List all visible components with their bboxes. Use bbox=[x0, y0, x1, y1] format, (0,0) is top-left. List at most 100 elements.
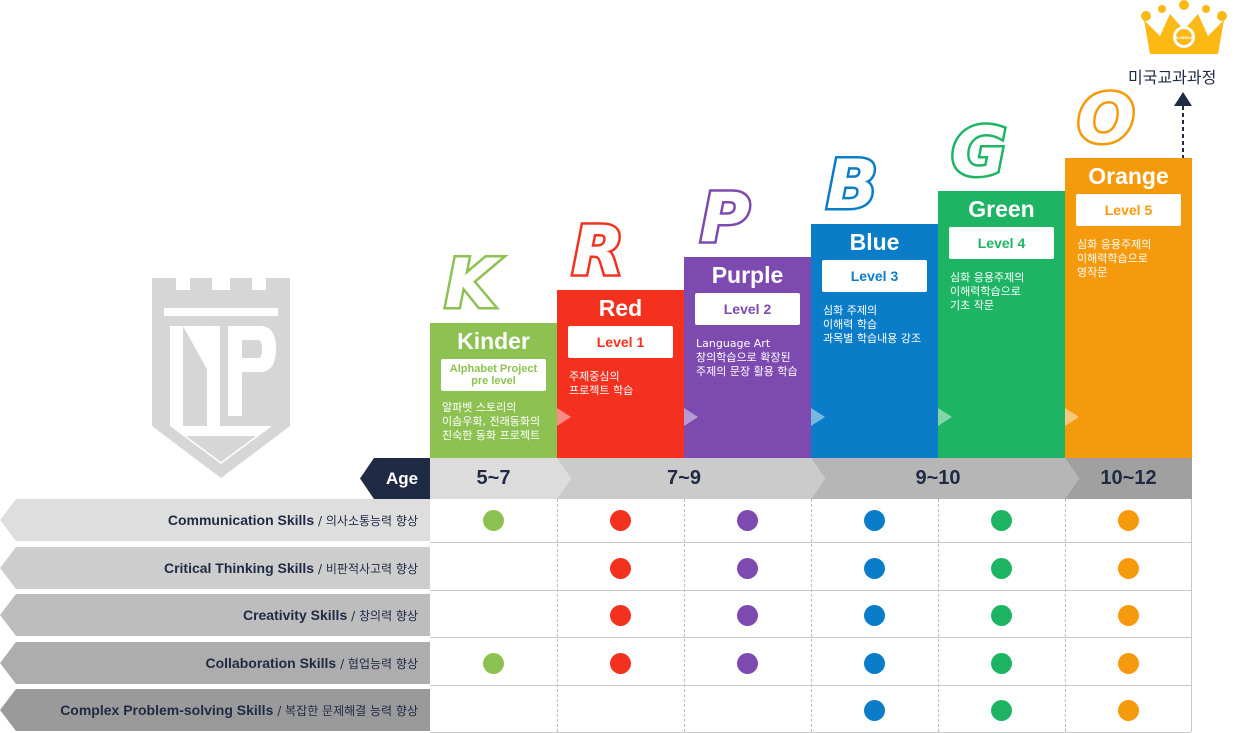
skill-row-complex-problem-solving: Complex Problem-solving Skills / 복잡한 문제해… bbox=[0, 689, 430, 731]
skill-label: Complex Problem-solving Skills / 복잡한 문제해… bbox=[60, 689, 418, 731]
level-name-green: Green bbox=[968, 196, 1035, 222]
skill-dot-creativity-blue bbox=[863, 604, 885, 626]
skill-dot-creativity-green bbox=[990, 604, 1012, 626]
grid-row-line bbox=[430, 542, 1191, 543]
level-name-red: Red bbox=[598, 295, 643, 321]
skill-dot-complex-problem-solving-orange bbox=[1117, 699, 1139, 721]
skill-arrow-shape bbox=[0, 642, 430, 684]
age-range-5-7: 5~7 bbox=[476, 467, 511, 489]
crown-badge-text: MR.ENGLISH bbox=[1173, 36, 1196, 40]
skill-arrow-shape bbox=[0, 594, 430, 636]
skill-dot-critical-thinking-green bbox=[990, 557, 1012, 579]
level-name-blue: Blue bbox=[849, 229, 900, 255]
skill-row-critical-thinking: Critical Thinking Skills / 비판적사고력 향상 bbox=[0, 547, 430, 589]
play-arrow-icon bbox=[557, 408, 571, 426]
skill-label: Creativity Skills / 창의력 향상 bbox=[243, 594, 418, 636]
skill-dot-critical-thinking-orange bbox=[1117, 557, 1139, 579]
skill-dot-collaboration-red bbox=[609, 652, 631, 674]
skill-dot-communication-blue bbox=[863, 509, 885, 531]
level-name-purple: Purple bbox=[711, 262, 784, 288]
level-description-green: 심화 응용주제의 이해력학습으로 기초 작문 bbox=[950, 271, 1025, 312]
age-range-7-9: 7~9 bbox=[667, 467, 701, 489]
level-column-purple: P Purple Level 2 Language Art 창의학습으로 확장된 주제… bbox=[684, 182, 811, 458]
level-badge-purple: Level 2 bbox=[695, 293, 800, 325]
skill-dot-communication-green bbox=[990, 509, 1012, 531]
skill-dot-communication-orange bbox=[1117, 509, 1139, 531]
level-column-kinder: K Kinder Alphabet Project pre level 알파벳 스토리… bbox=[430, 248, 557, 458]
skill-name-ko: / 창의력 향상 bbox=[351, 609, 418, 623]
skill-dot-communication-kinder bbox=[482, 509, 504, 531]
age-range-9-10: 9~10 bbox=[915, 467, 961, 489]
level-badge-green: Level 4 bbox=[949, 227, 1054, 259]
skill-name-ko: / 비판적사고력 향상 bbox=[318, 562, 418, 576]
skill-dot-collaboration-kinder bbox=[482, 652, 504, 674]
skill-dot-collaboration-purple bbox=[736, 652, 758, 674]
skill-name-en: Collaboration Skills bbox=[205, 655, 337, 671]
skill-dot-collaboration-green bbox=[990, 652, 1012, 674]
skill-dot-communication-red bbox=[609, 509, 631, 531]
level-badge-blue: Level 3 bbox=[822, 260, 927, 292]
level-letter-orange: O bbox=[1075, 80, 1138, 159]
skill-name-en: Complex Problem-solving Skills bbox=[60, 702, 274, 718]
skill-arrow-shape bbox=[0, 689, 430, 731]
play-arrow-icon bbox=[684, 408, 698, 426]
level-name-orange: Orange bbox=[1088, 163, 1169, 189]
play-arrow-icon bbox=[811, 408, 825, 426]
play-arrow-icon bbox=[1065, 408, 1079, 426]
skill-name-en: Creativity Skills bbox=[242, 607, 348, 623]
up-arrow-icon bbox=[1174, 92, 1192, 160]
grid-border bbox=[1191, 499, 1192, 732]
age-band-shapes bbox=[360, 458, 1192, 499]
grid-row-line bbox=[430, 637, 1191, 638]
skill-arrow-shape bbox=[0, 547, 430, 589]
skill-name-ko: / 의사소통능력 향상 bbox=[318, 514, 418, 528]
skill-dot-collaboration-orange bbox=[1117, 652, 1139, 674]
mp-shield-logo bbox=[152, 278, 290, 478]
grid-divider bbox=[811, 499, 812, 732]
age-range-10-12: 10~12 bbox=[1100, 467, 1157, 489]
skill-label: Communication Skills / 의사소통능력 향상 bbox=[168, 499, 418, 541]
grid-divider bbox=[684, 499, 685, 732]
level-column-blue: B Blue Level 3 심화 주제의 이해력 학습 과목별 학습내용 강조 bbox=[811, 149, 938, 458]
level-letter-blue: B bbox=[824, 146, 881, 225]
skill-dot-critical-thinking-red bbox=[609, 557, 631, 579]
skill-dot-collaboration-blue bbox=[863, 652, 885, 674]
skill-row-collaboration: Collaboration Skills / 협업능력 향상 bbox=[0, 642, 430, 684]
skill-dot-critical-thinking-purple bbox=[736, 557, 758, 579]
grid-row-line bbox=[430, 685, 1191, 686]
skill-dot-creativity-orange bbox=[1117, 604, 1139, 626]
skill-label: Critical Thinking Skills / 비판적사고력 향상 bbox=[164, 547, 418, 589]
level-badge-kinder: Alphabet Project pre level bbox=[441, 359, 546, 391]
skill-name-ko: / 협업능력 향상 bbox=[340, 657, 418, 671]
age-label: Age bbox=[385, 469, 419, 488]
skill-label: Collaboration Skills / 협업능력 향상 bbox=[205, 642, 418, 684]
level-description-blue: 심화 주제의 이해력 학습 과목별 학습내용 강조 bbox=[823, 304, 922, 345]
skill-dot-complex-problem-solving-green bbox=[990, 699, 1012, 721]
level-letter-kinder: K bbox=[442, 245, 500, 324]
level-badge-red: Level 1 bbox=[568, 326, 673, 358]
play-arrow-icon bbox=[938, 408, 952, 426]
us-curriculum-label: 미국교과과정 bbox=[1128, 68, 1217, 87]
grid-row-line bbox=[430, 590, 1191, 591]
skill-name-en: Communication Skills bbox=[167, 512, 315, 528]
skill-dot-creativity-red bbox=[609, 604, 631, 626]
level-column-red: R Red Level 1 주제중심의 프로젝트 학습 bbox=[557, 215, 684, 458]
level-description-kinder: 알파벳 스토리의 이솝우화, 전래동화의 친숙한 동화 프로젝트 bbox=[442, 401, 541, 442]
level-description-purple: Language Art 창의학습으로 확장된 주제의 문장 활용 학습 bbox=[696, 337, 798, 378]
level-column-orange: O Orange Level 5 심화 응용주제의 이해력학습으로 영작문 bbox=[1065, 83, 1192, 458]
skill-row-communication: Communication Skills / 의사소통능력 향상 bbox=[0, 499, 430, 541]
skill-row-creativity: Creativity Skills / 창의력 향상 bbox=[0, 594, 430, 636]
grid-divider bbox=[1065, 499, 1066, 732]
level-letter-red: R bbox=[569, 212, 626, 291]
skill-dot-creativity-purple bbox=[736, 604, 758, 626]
level-column-green: G Green Level 4 심화 응용주제의 이해력학습으로 기초 작문 bbox=[938, 116, 1065, 458]
grid-divider bbox=[938, 499, 939, 732]
age-band: Age 5~7 7~9 9~10 10~12 bbox=[360, 458, 1192, 499]
crown-icon: MR.ENGLISH bbox=[1141, 0, 1227, 54]
grid-divider bbox=[557, 499, 558, 732]
skill-dot-complex-problem-solving-blue bbox=[863, 699, 885, 721]
level-badge-orange: Level 5 bbox=[1076, 194, 1181, 226]
level-description-red: 주제중심의 프로젝트 학습 bbox=[569, 370, 634, 397]
skill-name-en: Critical Thinking Skills bbox=[163, 560, 315, 576]
skill-name-ko: / 복잡한 문제해결 능력 향상 bbox=[277, 704, 418, 718]
